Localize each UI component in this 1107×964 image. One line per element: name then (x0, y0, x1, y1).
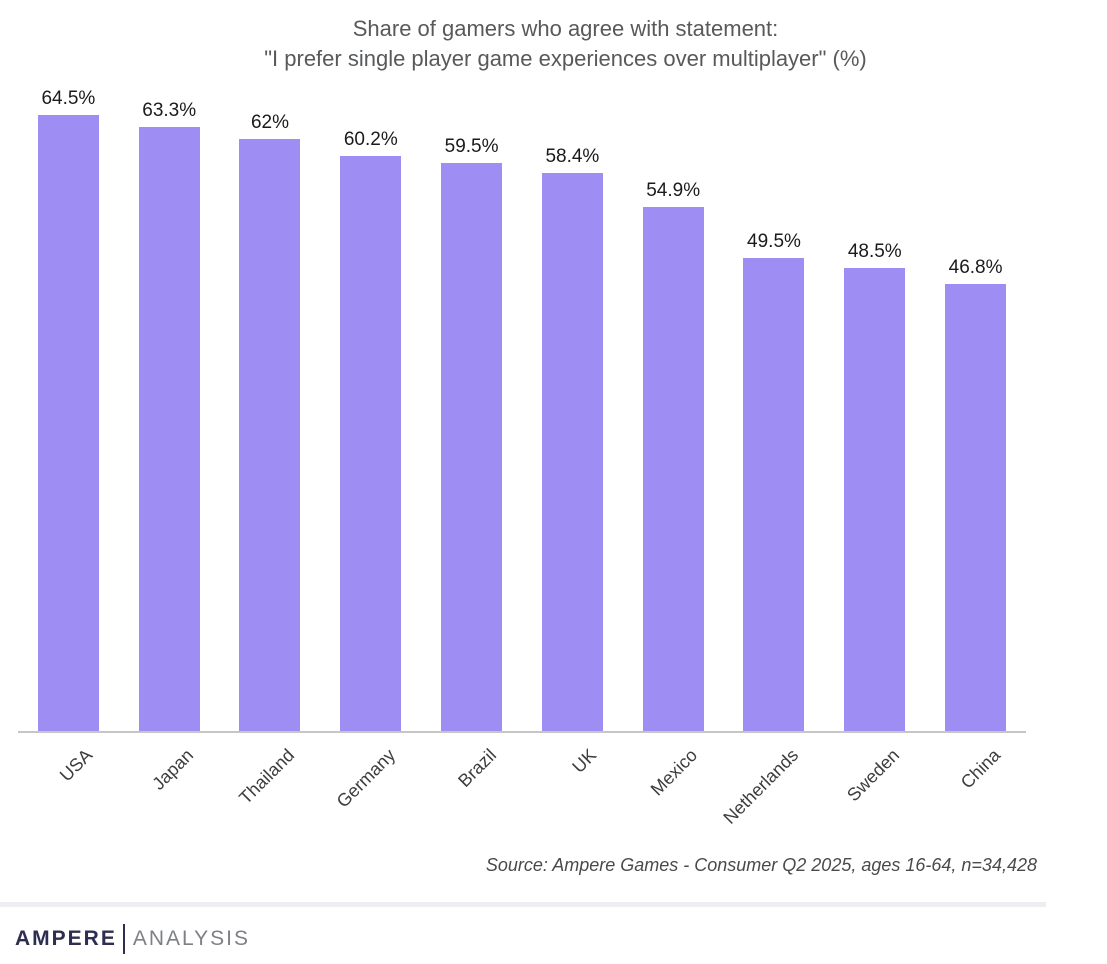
x-axis-label: Japan (148, 745, 198, 794)
bar-mexico: 54.9% (642, 180, 704, 731)
x-label-slot: USA (18, 733, 119, 851)
bar-brazil: 59.5% (441, 136, 503, 731)
bar-value-label: 49.5% (747, 231, 801, 253)
x-axis-label: Netherlands (719, 745, 803, 828)
x-label-slot: Netherlands (719, 733, 825, 851)
logo-separator-bar (122, 924, 125, 954)
bar-value-label: 54.9% (646, 179, 701, 201)
x-axis-label: Mexico (646, 745, 702, 800)
x-axis-label: Sweden (842, 745, 903, 806)
x-label-slot: China (925, 733, 1026, 851)
bar-slot: 46.8% (925, 88, 1026, 731)
x-label-slot: Germany (320, 733, 421, 851)
x-axis-label: UK (568, 745, 601, 777)
bar-germany: 60.2% (340, 129, 402, 731)
logo-primary-text: AMPERE (15, 927, 117, 950)
bar-slot: 49.5% (724, 88, 825, 731)
x-label-slot: Thailand (220, 733, 321, 851)
bar-value-label: 64.5% (41, 88, 96, 110)
plot-area: 64.5% 63.3% 62% 60.2% 59.5% 58.4% 54.9% 49.5% 48… (18, 88, 1026, 733)
bar-value-label: 59.5% (444, 135, 499, 157)
bar-slot: 62% (220, 88, 321, 731)
bar-slot: 54.9% (623, 88, 724, 731)
logo-secondary-text: ANALYSIS (132, 927, 251, 950)
bar-value-label: 60.2% (343, 129, 398, 151)
chart-title-line-1: Share of gamers who agree with statement… (352, 16, 779, 41)
bar-uk: 58.4% (541, 146, 603, 731)
source-note: Source: Ampere Games - Consumer Q2 2025,… (485, 855, 1037, 875)
bar-value-label: 63.3% (142, 99, 197, 121)
bar-value-label: 46.8% (948, 257, 1003, 279)
bar-slot: 60.2% (320, 88, 421, 731)
x-axis-label: China (956, 745, 1004, 793)
bar-slot: 59.5% (421, 88, 522, 731)
footer-divider (0, 902, 1046, 907)
x-label-slot: Japan (119, 733, 220, 851)
ampere-analysis-logo: AMPERE ANALYSIS (15, 923, 1107, 955)
bar-netherlands: 49.5% (743, 231, 805, 731)
x-axis-label: Brazil (453, 745, 500, 791)
bar-slot: 64.5% (18, 88, 119, 731)
bar-china: 46.8% (945, 257, 1007, 731)
bar-japan: 63.3% (138, 100, 200, 731)
bar-usa: 64.5% (37, 88, 99, 731)
x-axis-label: Thailand (235, 745, 299, 808)
x-axis-label: USA (56, 745, 97, 786)
x-label-slot: UK (522, 733, 623, 851)
x-axis: USA Japan Thailand Germany Brazil UK Mexico Net… (18, 733, 1026, 851)
bar-value-label: 58.4% (545, 146, 600, 168)
bar-sweden: 48.5% (844, 241, 906, 731)
bar-value-label: 48.5% (847, 240, 902, 262)
x-label-slot: Brazil (421, 733, 522, 851)
bar-slot: 58.4% (522, 88, 623, 731)
bar-value-label: 62% (250, 111, 289, 133)
bar-slot: 63.3% (119, 88, 220, 731)
bar-thailand: 62% (239, 112, 301, 731)
x-label-slot: Sweden (824, 733, 925, 851)
x-axis-label: Germany (332, 745, 399, 812)
x-label-slot: Mexico (623, 733, 724, 851)
bar-slot: 48.5% (824, 88, 925, 731)
chart-title: Share of gamers who agree with statement… (24, 0, 1107, 74)
chart-title-line-2: "I prefer single player game experiences… (264, 46, 867, 71)
